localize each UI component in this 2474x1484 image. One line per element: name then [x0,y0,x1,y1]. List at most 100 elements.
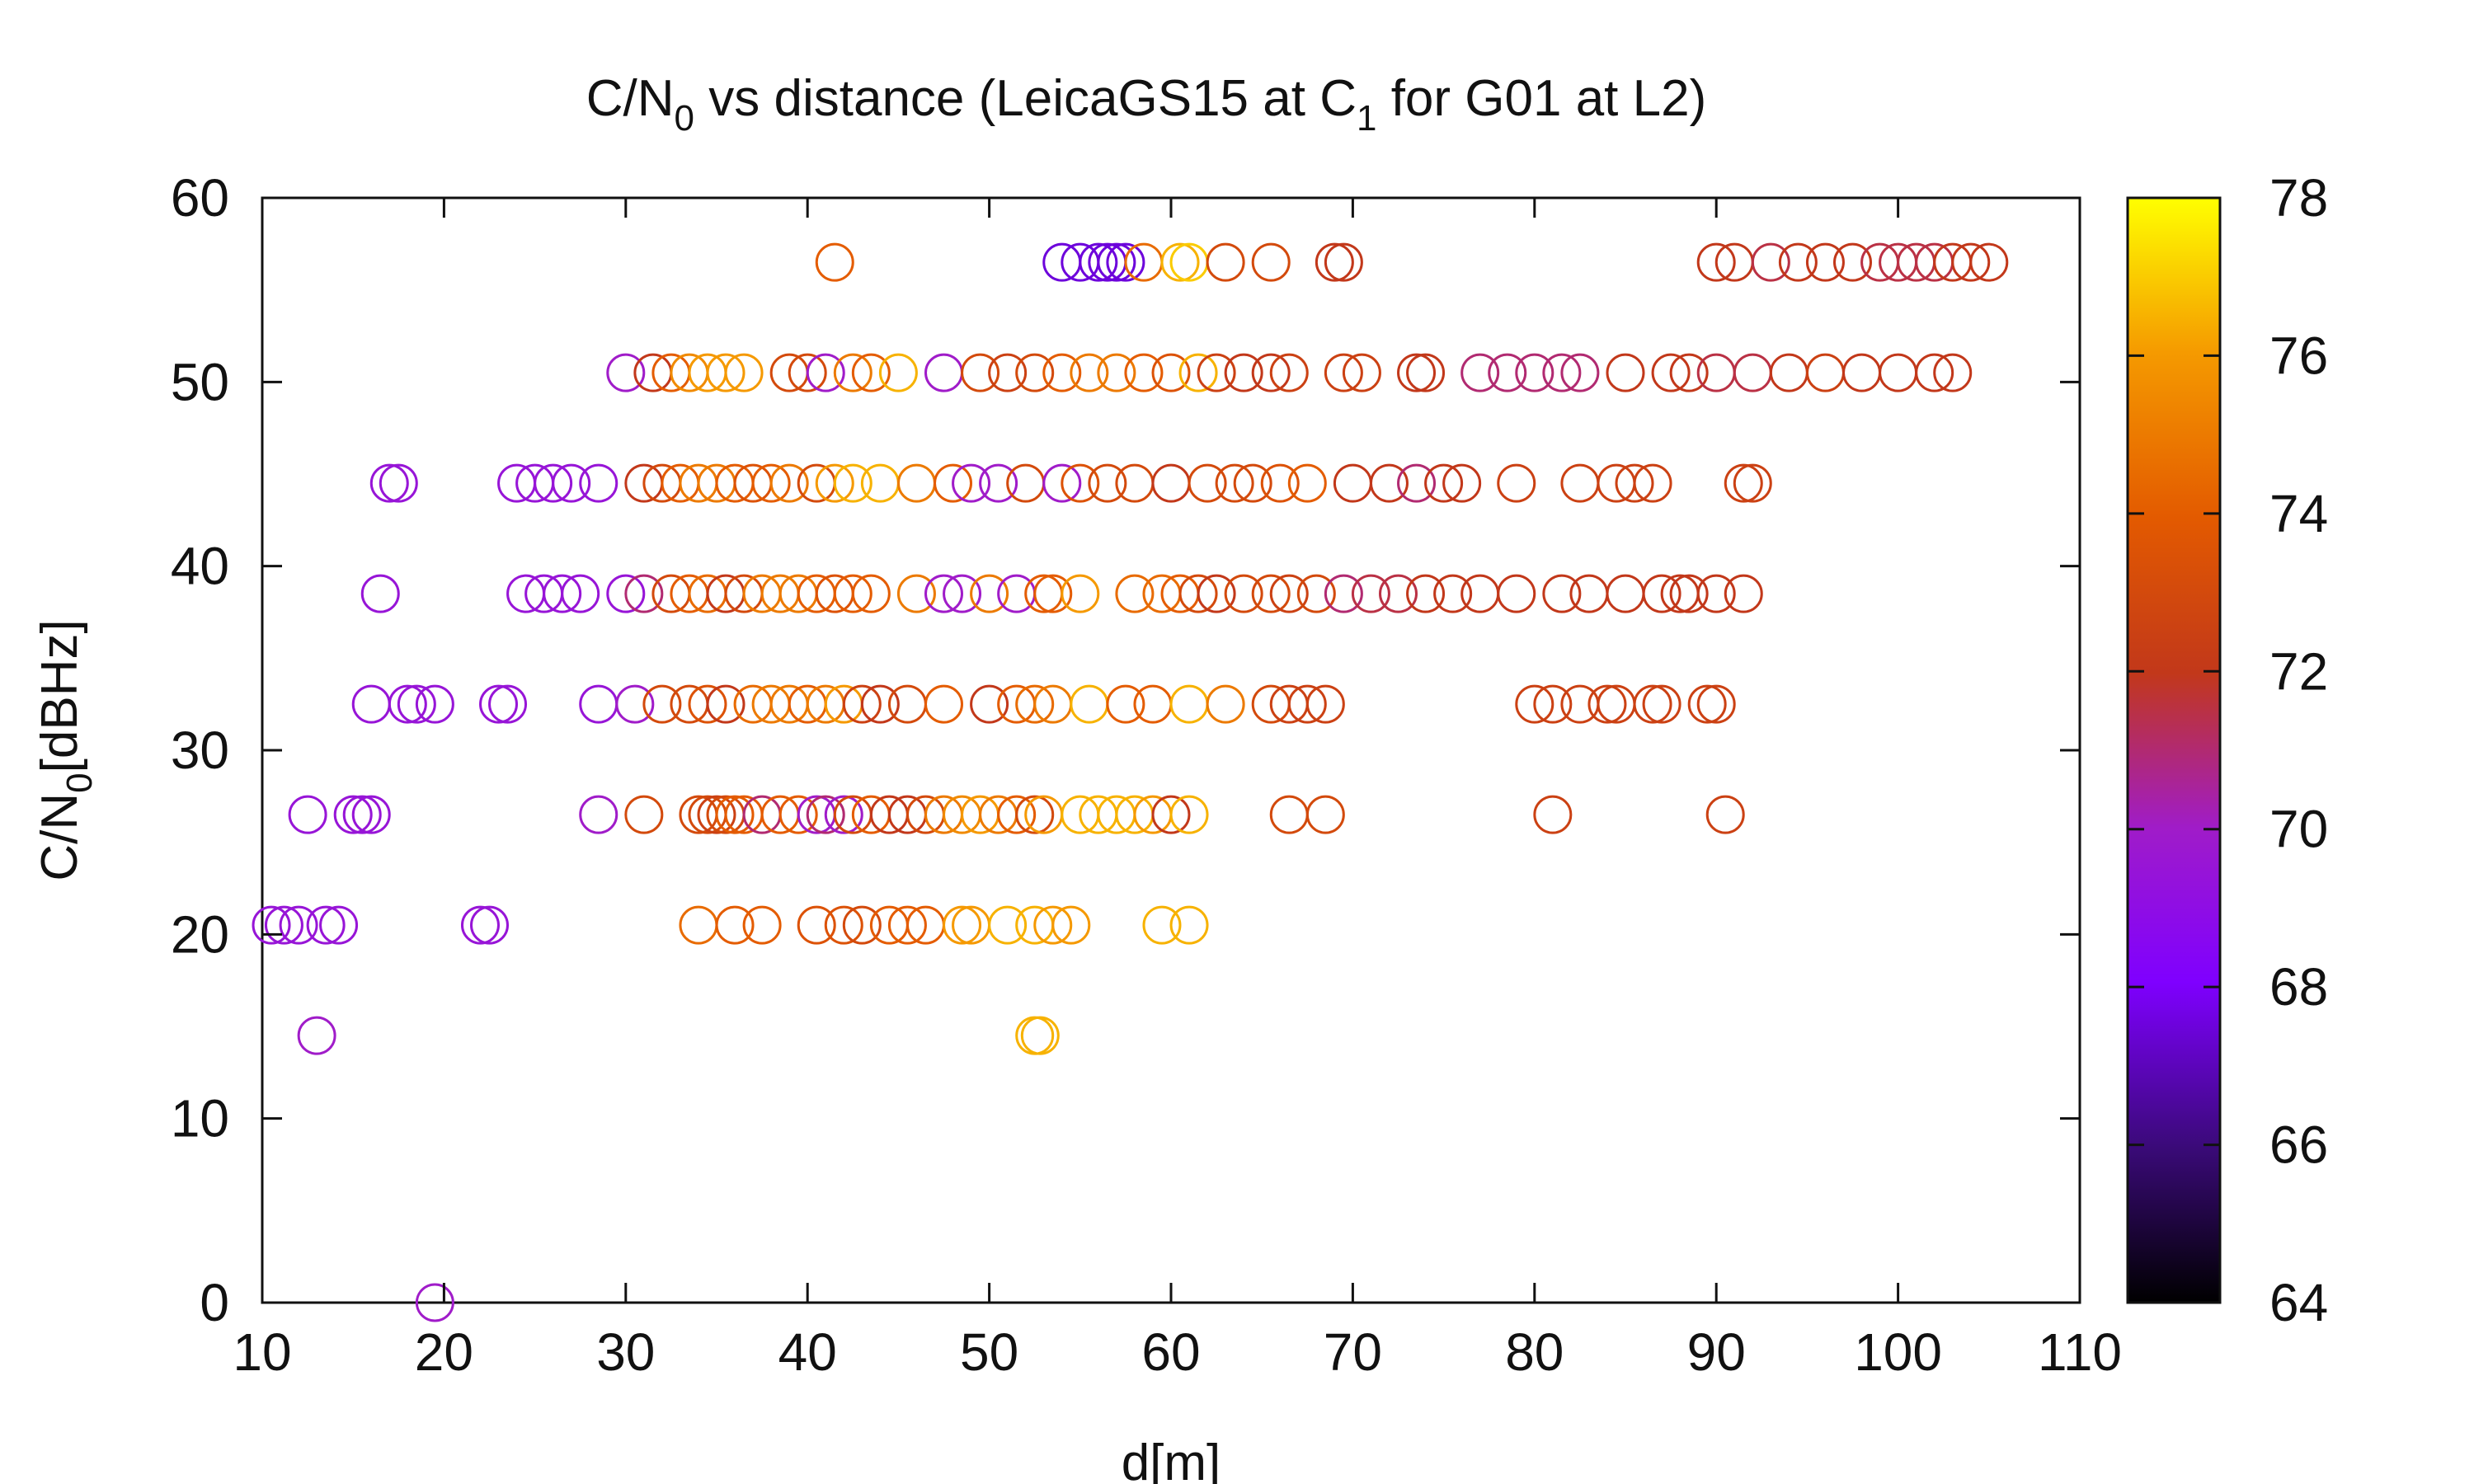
data-point [924,684,963,724]
data-point [842,905,882,945]
data-point [833,574,872,613]
data-point [1842,353,1882,392]
data-point [806,353,845,392]
data-point [534,463,573,503]
data-point [1606,353,1645,392]
data-point [878,353,918,392]
data-point [1269,574,1309,613]
data-point [360,574,400,613]
data-point [1460,574,1500,613]
chart-title: C/N0 vs distance (LeicaGS15 at C1 for G0… [586,70,1706,139]
data-point [252,905,291,945]
data-point [1106,242,1145,282]
data-point [1324,242,1363,282]
data-point [342,795,382,834]
data-point [1642,574,1681,613]
data-point [369,463,409,503]
data-point [824,795,863,834]
data-point [1142,905,1182,945]
data-point [1042,353,1082,392]
data-point [751,463,791,503]
data-point [1015,353,1055,392]
data-point [579,684,618,724]
data-point [1406,353,1446,392]
x-tick-label: 70 [1324,1322,1382,1382]
data-point [851,353,891,392]
colorbar: 64 66 68 70 72 74 76 78 [2126,168,2328,1332]
data-point [1705,795,1745,834]
data-point [797,905,836,945]
data-point [379,463,418,503]
data-point [1542,353,1582,392]
svg-text:C/N0[dBHz]: C/N0[dBHz] [31,619,100,881]
data-point [1778,242,1818,282]
data-point [1597,684,1636,724]
data-point [1406,574,1446,613]
data-point [1224,353,1263,392]
data-point [1515,353,1554,392]
data-point [1051,905,1091,945]
data-point [860,463,900,503]
data-point [1115,463,1155,503]
data-point [778,795,818,834]
data-point [943,574,982,613]
data-point [1333,463,1372,503]
data-point [1696,684,1736,724]
data-point [724,353,764,392]
data-point [887,684,927,724]
data-point [896,463,936,503]
data-point [1178,574,1218,613]
data-point [1015,684,1055,724]
x-axis-label: d[m] [1122,1435,1221,1484]
y-axis-ticks: 0 10 20 30 40 50 60 [171,168,2080,1332]
data-point [460,905,500,945]
data-point [1397,463,1437,503]
data-point [1151,353,1191,392]
data-point [1169,795,1209,834]
colorbar-ticks: 64 66 68 70 72 74 76 78 [2128,168,2328,1332]
data-point [952,905,991,945]
data-point [1106,684,1145,724]
data-point [1342,353,1381,392]
y-tick-label: 40 [171,537,229,596]
data-point [388,684,427,724]
colorbar-tick-label: 72 [2269,641,2328,701]
data-point [1197,574,1236,613]
data-point [1070,353,1109,392]
data-point [1560,463,1600,503]
data-point [896,574,936,613]
x-tick-label: 60 [1141,1322,1200,1382]
x-tick-label: 90 [1687,1322,1746,1382]
data-point [1879,353,1918,392]
data-points [252,242,2009,1322]
y-tick-label: 20 [171,904,229,964]
data-point [470,905,509,945]
x-tick-label: 20 [415,1322,473,1382]
data-point [1133,684,1173,724]
y-tick-label: 50 [171,352,229,411]
data-point [1696,353,1736,392]
data-point [306,905,346,945]
data-point [1251,242,1291,282]
data-point [1497,574,1536,613]
x-tick-label: 80 [1505,1322,1564,1382]
data-point [288,795,327,834]
data-point [1061,463,1100,503]
data-point [1724,574,1763,613]
data-point [1188,463,1227,503]
data-point [1533,795,1573,834]
data-point [415,684,454,724]
data-point [769,463,809,503]
data-point [1115,574,1155,613]
data-point [1560,353,1600,392]
svg-text:C/N0 vs distance (LeicaGS15 at: C/N0 vs distance (LeicaGS15 at C1 for G0… [586,70,1706,139]
data-point [1933,353,1973,392]
data-point [1079,242,1118,282]
data-point [1642,684,1681,724]
data-point [1833,242,1872,282]
plot-frame [261,196,2081,1304]
colorbar-tick-label: 70 [2269,800,2328,859]
data-point [887,905,927,945]
data-point [1020,1016,1060,1055]
